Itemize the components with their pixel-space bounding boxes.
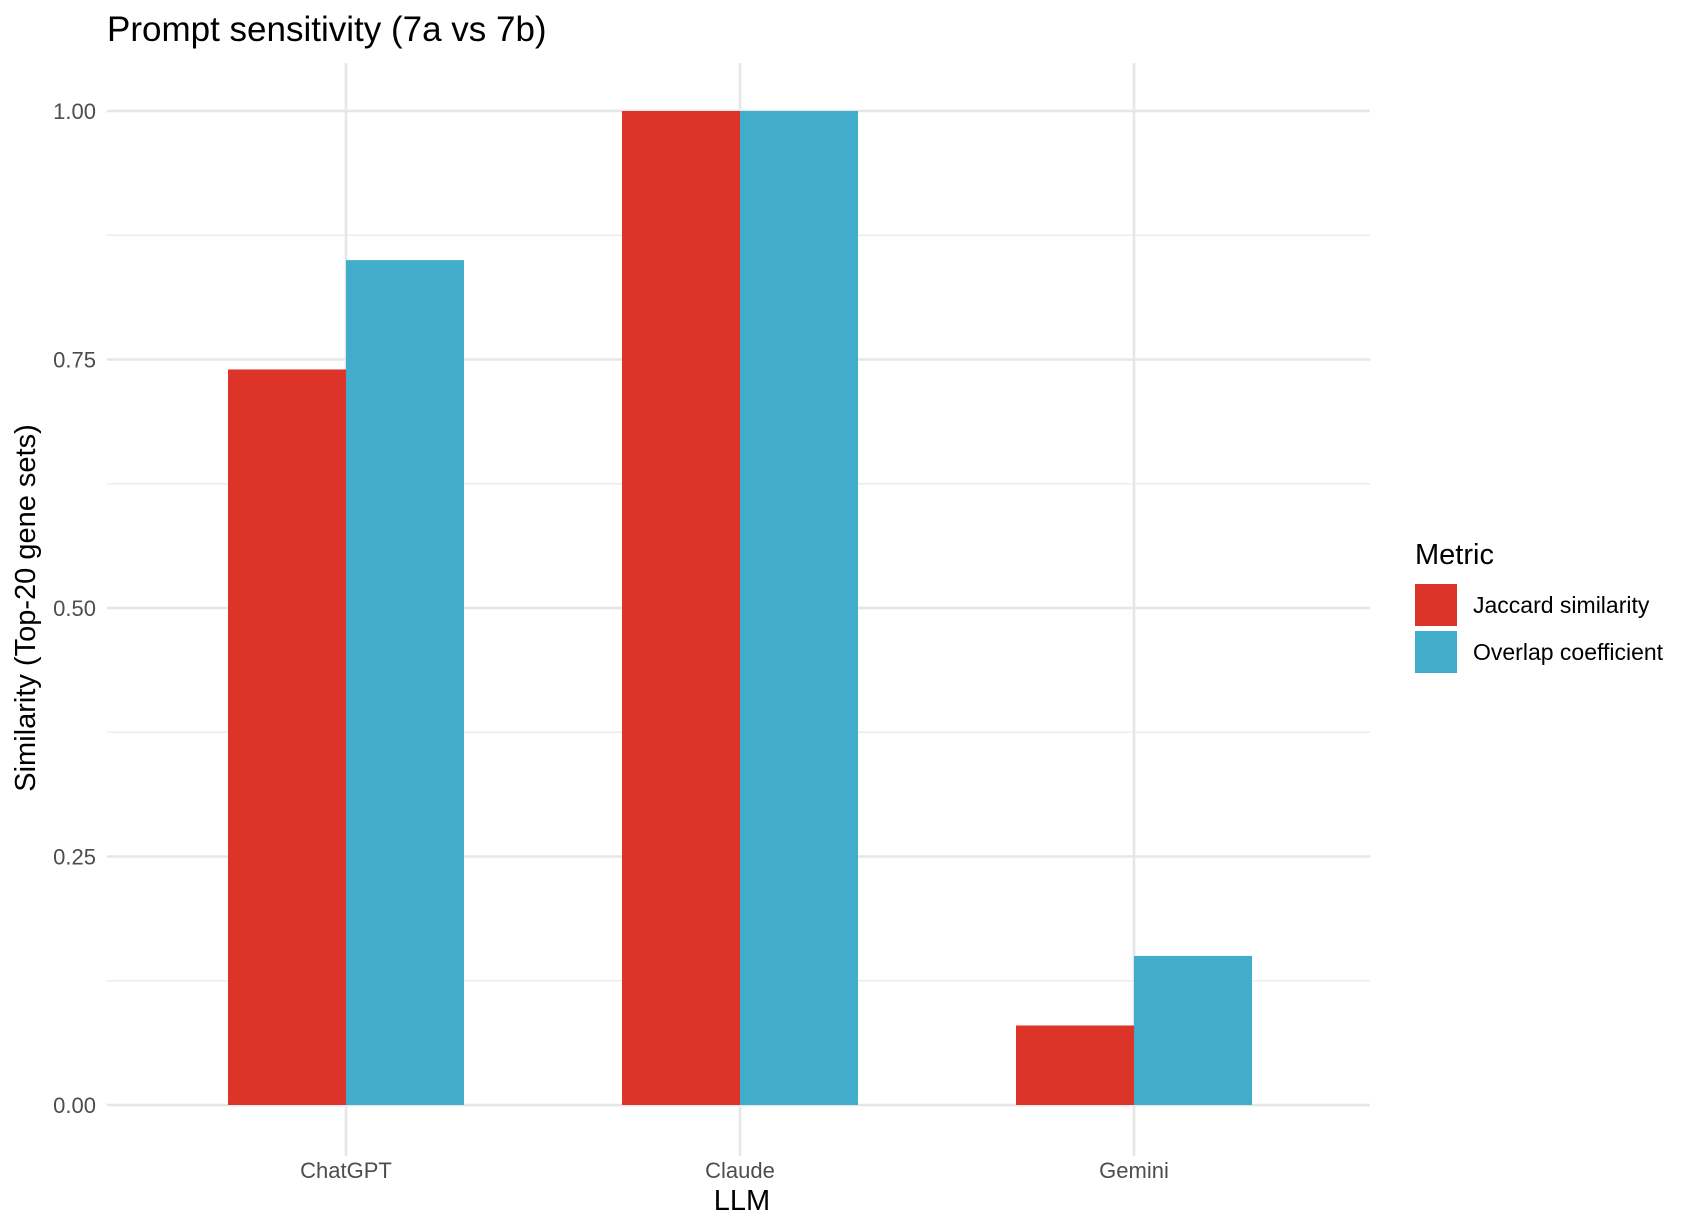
bars: [228, 111, 1252, 1106]
x-tick-label: ChatGPT: [300, 1158, 392, 1183]
legend-label: Jaccard similarity: [1473, 592, 1650, 618]
x-tick-label: Gemini: [1099, 1158, 1169, 1183]
x-axis-ticks: ChatGPT Claude Gemini: [300, 1158, 1169, 1183]
legend-swatch: [1415, 584, 1457, 626]
bar-chatgpt-overlap: [346, 260, 464, 1106]
legend-swatch: [1415, 631, 1457, 673]
bar-claude-jaccard: [622, 111, 740, 1105]
legend: Metric Jaccard similarity Overlap coeffic…: [1415, 539, 1664, 673]
y-tick-label: 0.00: [53, 1093, 96, 1118]
bar-chatgpt-jaccard: [228, 369, 346, 1105]
x-tick-label: Claude: [705, 1158, 775, 1183]
chart-title: Prompt sensitivity (7a vs 7b): [107, 10, 547, 49]
y-axis-ticks: 0.00 0.25 0.50 0.75 1.00: [53, 99, 96, 1118]
y-tick-label: 1.00: [53, 99, 96, 124]
y-axis-title: Similarity (Top-20 gene sets): [10, 424, 42, 791]
x-axis-title: LLM: [714, 1185, 770, 1217]
bar-gemini-jaccard: [1016, 1025, 1134, 1105]
y-tick-label: 0.75: [53, 348, 96, 373]
legend-label: Overlap coefficient: [1473, 639, 1664, 665]
bar-gemini-overlap: [1134, 955, 1252, 1105]
legend-title: Metric: [1415, 539, 1494, 571]
y-tick-label: 0.50: [53, 596, 96, 621]
bar-claude-overlap: [740, 111, 858, 1105]
y-tick-label: 0.25: [53, 845, 96, 870]
